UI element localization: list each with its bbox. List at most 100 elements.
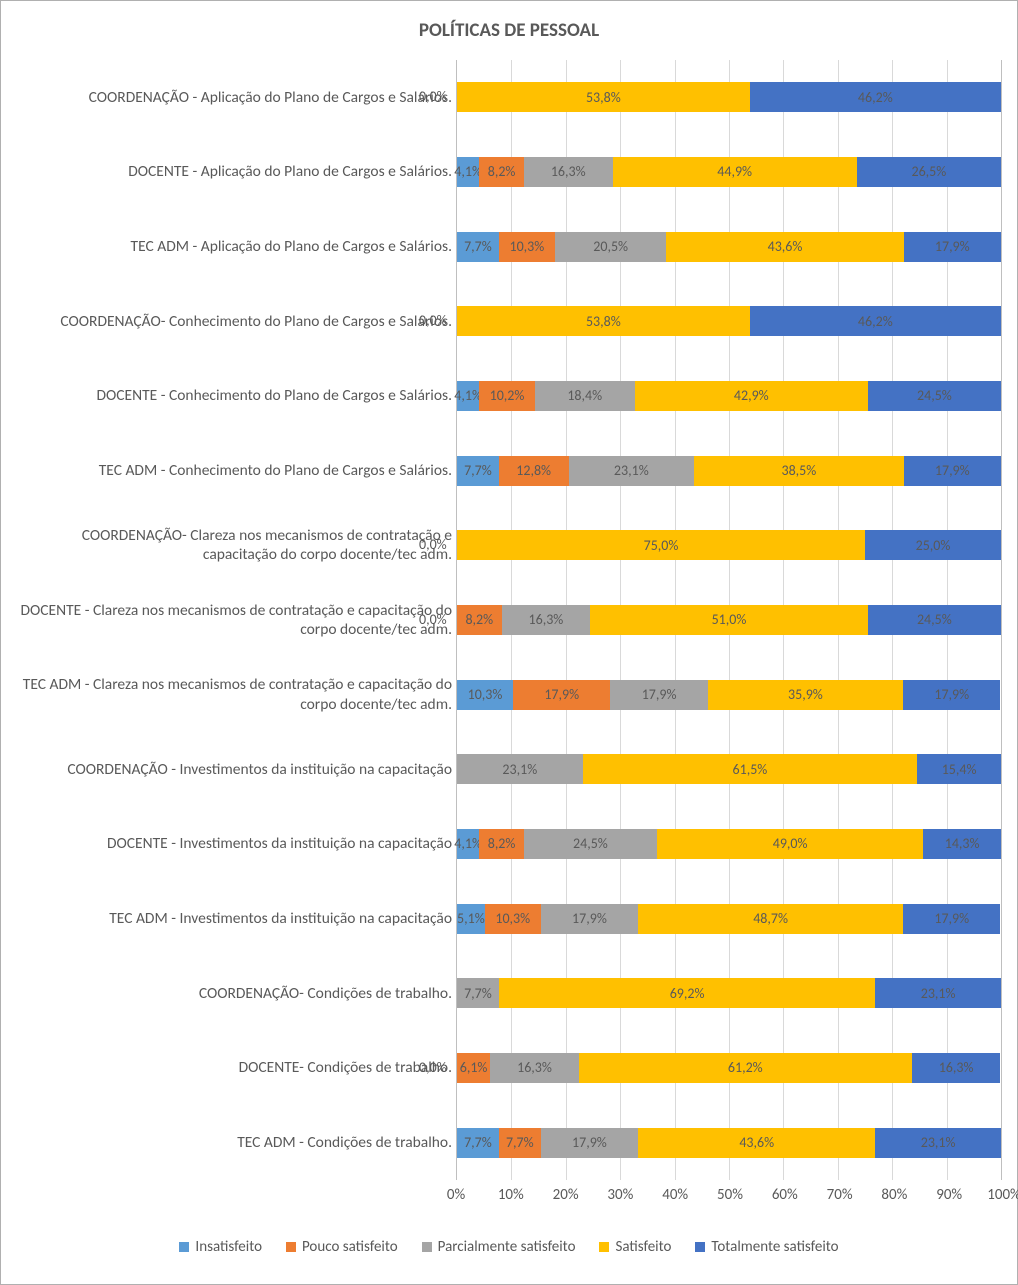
bar-segment: 69,2% <box>499 978 875 1008</box>
bar-segment-label: 46,2% <box>858 313 893 330</box>
bar-segment-label: 23,1% <box>614 462 649 479</box>
bar-segment-label: 18,4% <box>567 387 602 404</box>
bar-segment: 23,1% <box>875 1128 1001 1158</box>
bar-row: 0,0%75,0%25,0% <box>457 508 1001 583</box>
bar-segment-label: 69,2% <box>670 985 705 1002</box>
bar-row: 7,7%69,2%23,1% <box>457 956 1001 1031</box>
category-label: TEC ADM - Investimentos da instituição n… <box>16 909 456 928</box>
bar-segment: 8,2% <box>479 157 524 187</box>
category-label: DOCENTE - Clareza nos mecanismos de cont… <box>16 601 456 640</box>
bar-segment-label: 26,5% <box>911 163 946 180</box>
zero-data-label: 0,0% <box>419 88 447 105</box>
bar-row: 10,3% 17,9% 17,9% 35,9% 17,9% <box>457 657 1001 732</box>
bar-segment: 8,2% <box>479 829 524 859</box>
bar-segment-label: 8,2% <box>488 835 516 852</box>
plot-area: COORDENAÇÃO - Aplicação do Plano de Carg… <box>16 60 1002 1180</box>
bar-segment: 51,0% <box>590 605 867 635</box>
stacked-bar: 8,2%16,3%51,0%24,5% <box>457 605 1001 635</box>
bar-segment-label: 24,5% <box>917 611 952 628</box>
bar-segment-label: 17,9% <box>935 462 970 479</box>
category-label: COORDENAÇÃO- Clareza nos mecanismos de c… <box>16 526 456 565</box>
bar-segment-label: 44,9% <box>717 163 752 180</box>
legend-swatch <box>695 1242 705 1252</box>
bar-segment-label: 4,1% <box>454 163 482 180</box>
bar-segment-label: 12,8% <box>516 462 551 479</box>
category-label-row: DOCENTE - Aplicação do Plano de Cargos e… <box>16 135 456 210</box>
bar-segment: 46,2% <box>750 306 1001 336</box>
bar-segment: 4,1% <box>457 829 479 859</box>
bar-segment-label: 75,0% <box>644 537 679 554</box>
x-tick-label: 60% <box>772 1186 798 1204</box>
bar-segment-label: 10,3% <box>468 686 503 703</box>
bar-row: 4,1%8,2%24,5%49,0%14,3% <box>457 807 1001 882</box>
stacked-bar: 6,1%16,3%61,2%16,3% <box>457 1053 1001 1083</box>
bar-segment: 61,5% <box>583 754 918 784</box>
chart-title: POLÍTICAS DE PESSOAL <box>16 19 1002 42</box>
bar-segment: 16,3% <box>490 1053 579 1083</box>
bar-segment-label: 53,8% <box>586 89 621 106</box>
stacked-bar: 4,1%10,2%18,4%42,9%24,5% <box>457 381 1001 411</box>
bar-segment: 17,9% <box>610 680 707 710</box>
category-label-row: DOCENTE- Condições de trabalho. <box>16 1031 456 1106</box>
bar-segment: 7,7% <box>457 232 499 262</box>
bar-segment: 53,8% <box>457 306 750 336</box>
category-label-row: TEC ADM - Investimentos da instituição n… <box>16 881 456 956</box>
bar-segment-label: 17,9% <box>642 686 677 703</box>
category-label: DOCENTE - Aplicação do Plano de Cargos e… <box>16 162 456 181</box>
category-label: TEC ADM - Clareza nos mecanismos de cont… <box>16 675 456 714</box>
category-label: DOCENTE- Condições de trabalho. <box>16 1058 456 1077</box>
bar-segment: 17,9% <box>513 680 610 710</box>
stacked-bar: 4,1%8,2%24,5%49,0%14,3% <box>457 829 1001 859</box>
x-axis: 0%10%20%30%40%50%60%70%80%90%100% <box>456 1180 1004 1202</box>
x-tick-label: 40% <box>662 1186 688 1204</box>
bar-segment: 10,3% <box>457 680 513 710</box>
bar-segment: 7,7% <box>457 456 499 486</box>
x-tick-label: 0% <box>447 1186 465 1204</box>
bar-segment: 23,1% <box>457 754 583 784</box>
bar-segment: 15,4% <box>917 754 1001 784</box>
bar-segment-label: 38,5% <box>781 462 816 479</box>
bar-row: 0,0%8,2%16,3%51,0%24,5% <box>457 583 1001 658</box>
category-label-row: COORDENAÇÃO - Aplicação do Plano de Carg… <box>16 60 456 135</box>
category-label: DOCENTE - Conhecimento do Plano de Cargo… <box>16 386 456 405</box>
bar-segment-label: 17,9% <box>572 910 607 927</box>
bar-segment-label: 5,1% <box>457 910 485 927</box>
bar-segment-label: 23,1% <box>921 1134 956 1151</box>
bar-segment: 48,7% <box>638 904 903 934</box>
bar-segment-label: 6,1% <box>460 1059 488 1076</box>
bar-segment: 24,5% <box>868 381 1001 411</box>
bar-segment: 10,3% <box>485 904 541 934</box>
bar-segment-label: 16,3% <box>529 611 564 628</box>
bar-segment-label: 17,9% <box>934 910 969 927</box>
bar-segment: 35,9% <box>708 680 903 710</box>
legend-label: Insatisfeito <box>195 1238 262 1256</box>
bar-segment-label: 17,9% <box>935 238 970 255</box>
bar-segment: 16,3% <box>502 605 591 635</box>
bar-segment-label: 4,1% <box>454 835 482 852</box>
x-tick-label: 30% <box>607 1186 633 1204</box>
x-tick-label: 100% <box>987 1186 1018 1204</box>
bar-segment-label: 16,3% <box>517 1059 552 1076</box>
legend-swatch <box>422 1242 432 1252</box>
zero-data-label: 0,0% <box>419 312 447 329</box>
bar-segment: 43,6% <box>666 232 903 262</box>
stacked-bar: 10,3% 17,9% 17,9% 35,9% 17,9% <box>457 680 1001 710</box>
category-label: COORDENAÇÃO - Aplicação do Plano de Carg… <box>16 88 456 107</box>
category-label: COORDENAÇÃO- Condições de trabalho. <box>16 984 456 1003</box>
bar-segment-label: 48,7% <box>753 910 788 927</box>
bar-row: 0,0%53,8%46,2% <box>457 60 1001 135</box>
bar-segment-label: 20,5% <box>593 238 628 255</box>
stacked-bar: 75,0%25,0% <box>457 530 1001 560</box>
bar-row: 4,1%8,2%16,3%44,9%26,5% <box>457 135 1001 210</box>
stacked-bar: 53,8% 46,2% <box>457 306 1001 336</box>
bar-segment: 17,9% <box>903 680 1000 710</box>
bar-segment-label: 35,9% <box>788 686 823 703</box>
bar-segment: 38,5% <box>694 456 903 486</box>
zero-data-label: 0,0% <box>419 536 447 553</box>
bar-segment-label: 16,3% <box>939 1059 974 1076</box>
bar-segment: 5,1% <box>457 904 485 934</box>
bar-segment: 14,3% <box>923 829 1001 859</box>
bar-segment-label: 43,6% <box>768 238 803 255</box>
bar-segment-label: 46,2% <box>858 89 893 106</box>
bar-segment-label: 51,0% <box>712 611 747 628</box>
